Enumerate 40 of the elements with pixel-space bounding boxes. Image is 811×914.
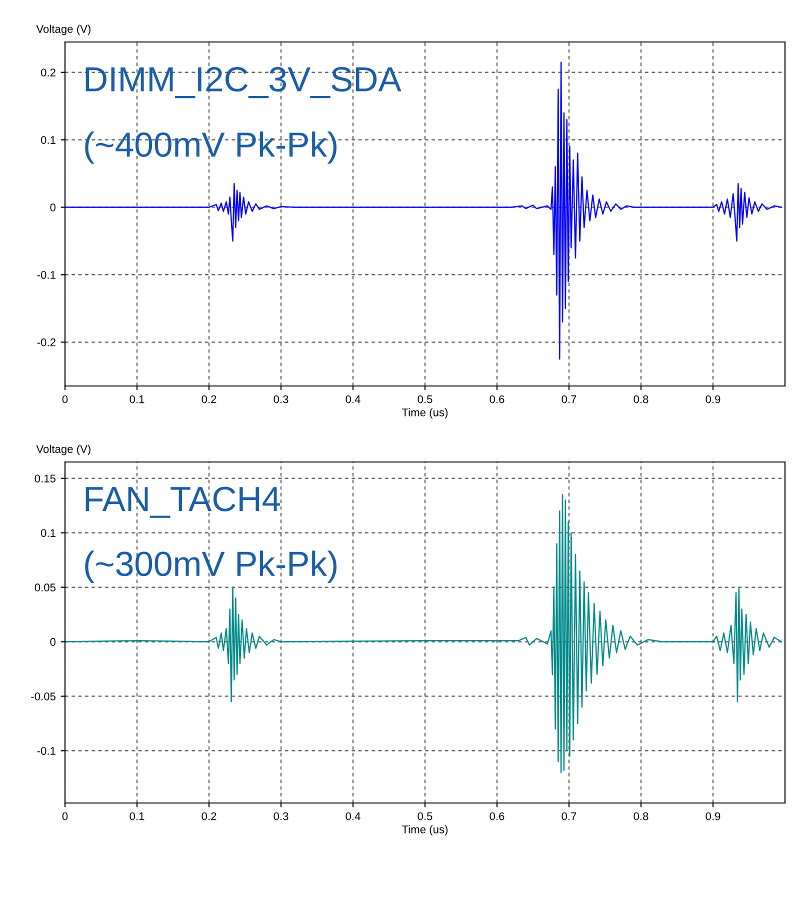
x-tick-label: 0.8 — [634, 812, 648, 820]
x-tick-label: 0.7 — [562, 395, 576, 404]
x-axis-title: Time (us) — [402, 408, 448, 419]
annotation: FAN_TACH4 — [86, 486, 280, 518]
x-tick-label: 0.2 — [202, 395, 216, 404]
line-series — [65, 62, 782, 360]
x-tick-label: 0 — [62, 812, 68, 820]
x-tick-label: 0.5 — [418, 395, 432, 404]
x-tick-label: 0.5 — [418, 812, 432, 820]
y-tick-label: -0.05 — [31, 692, 56, 700]
x-tick-label: 0.9 — [706, 395, 720, 404]
y-tick-label: 0 — [50, 204, 56, 212]
x-tick-label: 0.3 — [274, 812, 288, 820]
annotation: (~400mV Pk-Pk) — [85, 131, 337, 164]
x-tick-label: 0.1 — [130, 812, 144, 820]
x-tick-label: 0.1 — [130, 395, 144, 404]
annotation: DIMM_I2C_3V_SDA — [86, 66, 402, 98]
y-tick-label: 0.05 — [34, 584, 56, 592]
x-axis-title: Time (us) — [402, 825, 448, 836]
y-tick-label: -0.1 — [37, 270, 56, 279]
y-tick-label: 0.1 — [40, 529, 56, 537]
y-tick-label: 0.1 — [40, 136, 56, 144]
x-tick-label: 0 — [62, 395, 68, 404]
x-tick-label: 0.4 — [346, 395, 360, 404]
x-tick-label: 0.7 — [562, 812, 576, 820]
y-tick-label: 0.2 — [40, 68, 56, 76]
y-tick-label: 0.15 — [34, 474, 56, 482]
y-axis-title: Voltage (V) — [36, 24, 90, 36]
annotation: (~300mV Pk-Pk) — [85, 550, 337, 584]
y-tick-label: -0.1 — [37, 746, 56, 755]
x-tick-label: 0.3 — [274, 395, 288, 404]
x-tick-label: 0.6 — [490, 395, 504, 404]
x-tick-label: 0.6 — [490, 812, 504, 820]
y-axis-title: Voltage (V) — [36, 444, 90, 456]
x-tick-label: 0.2 — [202, 812, 216, 820]
x-tick-label: 0.9 — [706, 812, 720, 820]
y-tick-label: -0.2 — [37, 338, 56, 346]
x-tick-label: 0.4 — [346, 812, 360, 820]
x-tick-label: 0.8 — [634, 395, 648, 404]
y-tick-label: 0 — [50, 638, 56, 646]
